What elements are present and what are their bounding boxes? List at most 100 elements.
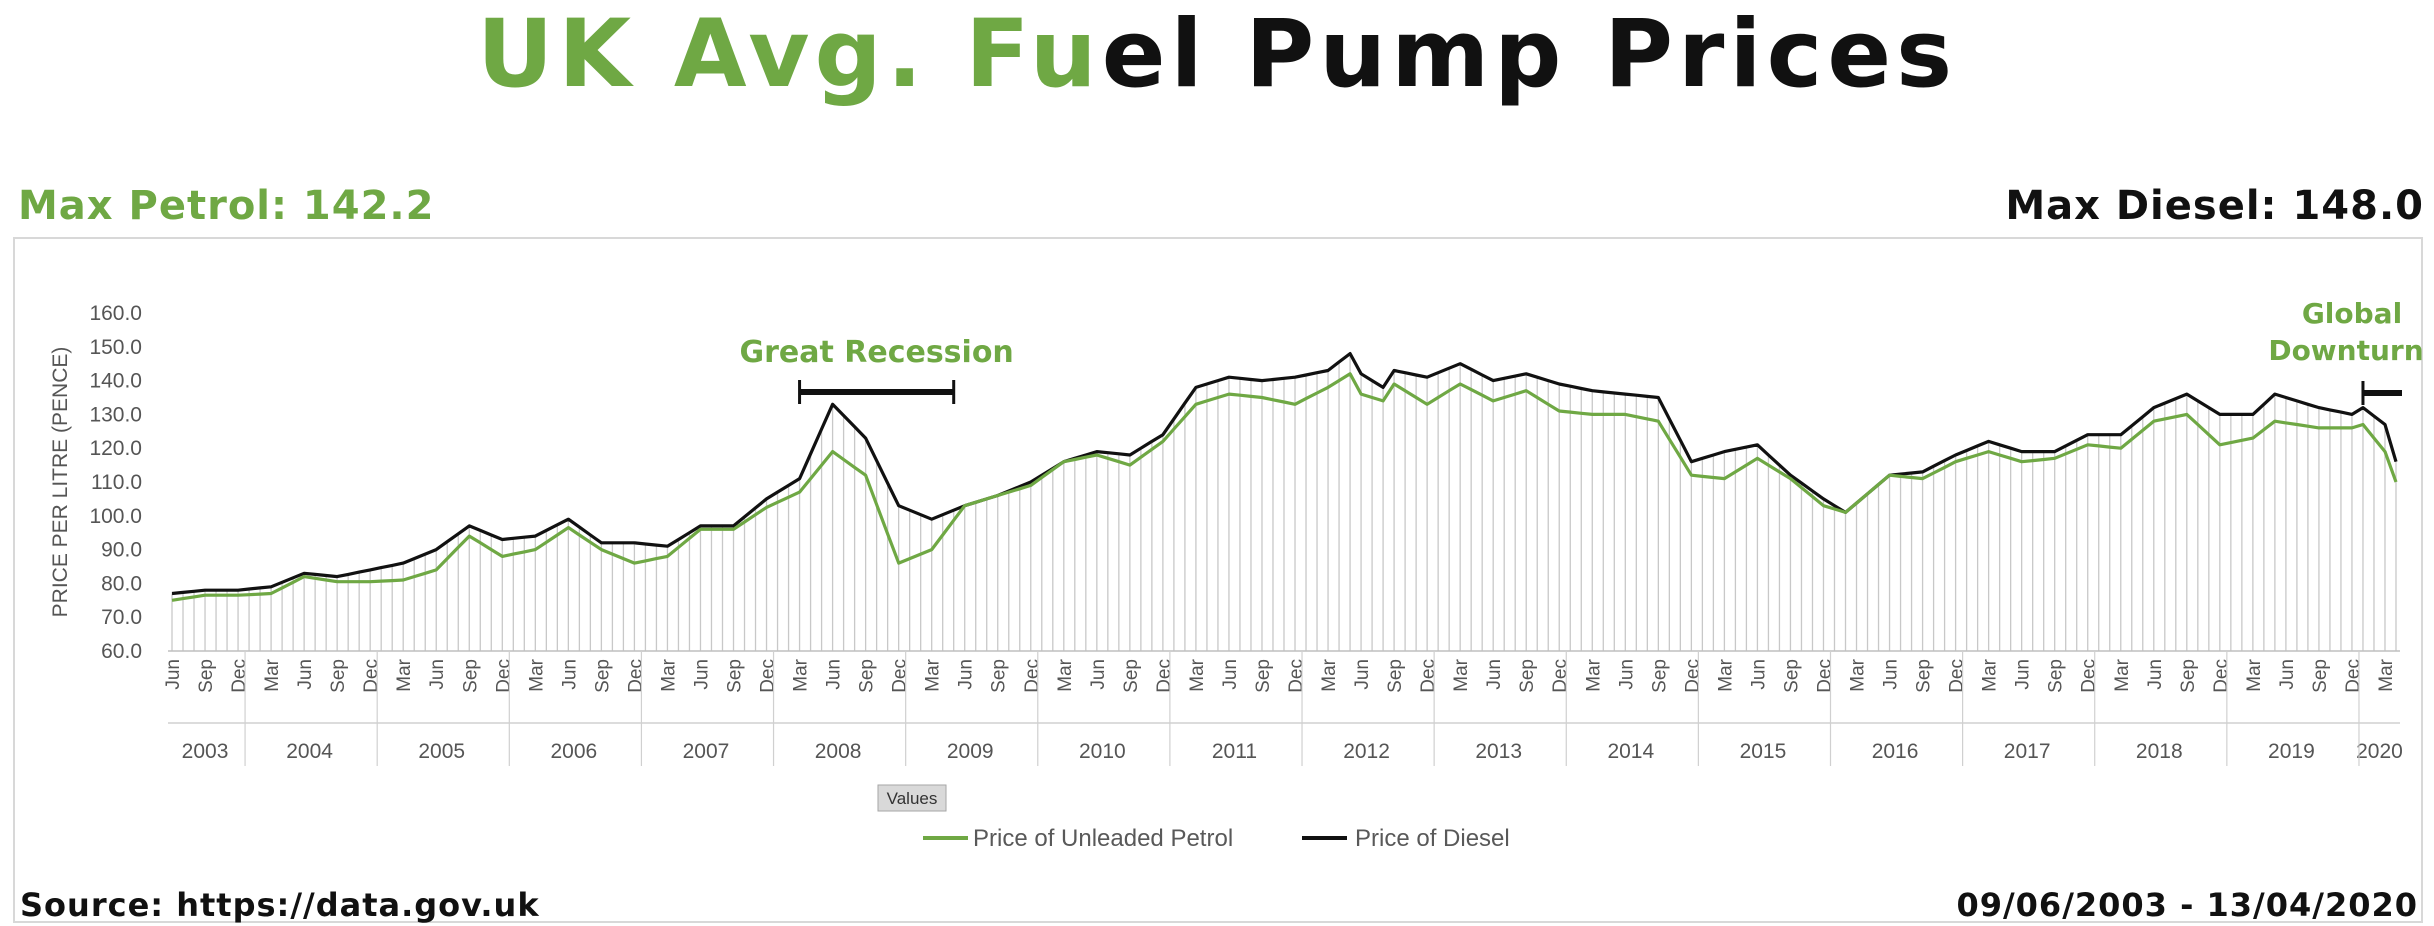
x-year-label: 2004 [286,740,333,763]
x-month-label: Dec [361,659,382,693]
values-field-button[interactable] [877,784,947,812]
x-month-label: Jun [559,659,580,690]
x-month-label: Dec [2079,659,2100,693]
x-month-label: Sep [1517,659,1538,693]
x-month-label: Mar [526,658,547,691]
x-month-label: Mar [791,658,812,691]
x-month-label: Dec [493,659,514,693]
y-tick-label: 60.0 [101,640,142,663]
x-month-label: Jun [163,659,184,690]
y-tick-label: 70.0 [101,606,142,629]
x-year-labels: 2003 2004 2005 2006 2007 2008 2009 2010 2011 2012… [182,651,2403,766]
y-tick-label: 130.0 [89,403,142,426]
series-lines [171,352,2398,602]
x-year-label: 2014 [1607,740,1654,763]
y-tick-label: 160.0 [89,302,142,325]
diesel-line [171,352,2398,596]
x-month-label: Sep [1121,659,1142,693]
x-month-label: Dec [758,659,779,693]
x-month-label: Mar [394,658,415,691]
x-year-label: 2010 [1079,740,1126,763]
x-month-label: Sep [725,659,746,693]
x-month-label: Sep [989,659,1010,693]
source-note: Source: https://data.gov.uk [20,886,540,924]
recession-label: Great Recession [739,335,1013,370]
x-month-label: Dec [1682,659,1703,693]
x-month-label: Dec [625,659,646,693]
x-month-label: Dec [1550,659,1571,693]
y-axis-label: PRICE PER LITRE (PENCE) [49,347,72,618]
x-month-label: Sep [2046,659,2067,693]
x-year-label: 2007 [683,740,730,763]
x-month-label: Sep [2178,659,2199,693]
x-month-label: Jun [956,659,977,690]
y-tick-label: 100.0 [89,505,142,528]
x-month-label: Jun [691,659,712,690]
x-month-label: Dec [1154,659,1175,693]
x-month-label: Dec [229,659,250,693]
x-month-label: Sep [1385,659,1406,693]
x-month-labels: Jun Sep Dec Mar Jun Sep Dec Mar Jun Sep Dec Mar Jun S… [163,658,2397,692]
x-month-label: Dec [1947,659,1968,693]
x-month-label: Jun [1748,659,1769,690]
x-month-label: Jun [1088,659,1109,690]
date-range: 09/06/2003 - 13/04/2020 [1956,886,2418,924]
x-month-label: Dec [1022,659,1043,693]
x-month-label: Mar [1715,658,1736,691]
x-year-label: 2006 [551,740,598,763]
y-tick-labels: 160.0 150.0 140.0 130.0 120.0 110.0 100.0 90.0 8… [89,302,142,663]
x-month-label: Jun [1616,659,1637,690]
annotations: Great Recession Global Downturn [739,297,2424,405]
x-month-label: Mar [1980,658,2001,691]
x-month-label: Dec [2343,659,2364,693]
y-tick-label: 80.0 [101,572,142,595]
x-month-label: Jun [2277,659,2298,690]
x-month-label: Dec [2211,659,2232,693]
x-month-label: Jun [1881,659,1902,690]
x-month-label: Mar [1583,658,1604,691]
legend-label-petrol: Price of Unleaded Petrol [973,825,1233,852]
x-month-label: Jun [2145,659,2166,690]
x-month-label: Mar [2376,658,2397,691]
x-year-label: 2009 [947,740,994,763]
x-month-label: Mar [1187,658,1208,691]
axes [168,650,2400,724]
x-month-label: Mar [2112,658,2133,691]
legend-label-diesel: Price of Diesel [1355,825,1510,852]
x-month-label: Sep [1781,659,1802,693]
x-month-label: Sep [460,659,481,693]
x-year-label: 2017 [2004,740,2051,763]
downturn-label-line1: Global [2302,297,2402,330]
x-month-label: Sep [857,659,878,693]
x-month-label: Jun [2013,659,2034,690]
petrol-line [171,372,2398,602]
legend: Price of Unleaded Petrol Price of Diesel [923,825,1510,852]
x-month-label: Jun [295,659,316,690]
x-month-label: Mar [2244,658,2265,691]
x-year-label: 2008 [815,740,862,763]
x-month-label: Sep [328,659,349,693]
downturn-label-line2: Downturn [2268,334,2423,367]
x-month-label: Mar [262,658,283,691]
chart-frame [13,237,2423,923]
page-title: UK Avg. Fuel Pump Prices [0,8,2434,102]
values-field-label: Values [887,789,938,808]
x-month-label: Dec [1814,659,1835,693]
x-month-label: Sep [2310,659,2331,693]
drop-lines [171,353,2397,651]
title-part-green: UK Avg. Fu [476,0,1102,109]
y-tick-label: 90.0 [101,539,142,562]
y-tick-label: 140.0 [89,370,142,393]
x-month-label: Dec [1286,659,1307,693]
x-month-label: Mar [1848,658,1869,691]
x-month-label: Mar [923,658,944,691]
x-year-label: 2011 [1212,740,1257,763]
x-month-label: Sep [1253,659,1274,693]
x-year-label: 2003 [182,740,229,763]
x-year-label: 2016 [1872,740,1919,763]
x-year-label: 2013 [1475,740,1522,763]
x-month-label: Dec [1418,659,1439,693]
x-month-label: Jun [1220,659,1241,690]
x-month-label: Mar [658,658,679,691]
